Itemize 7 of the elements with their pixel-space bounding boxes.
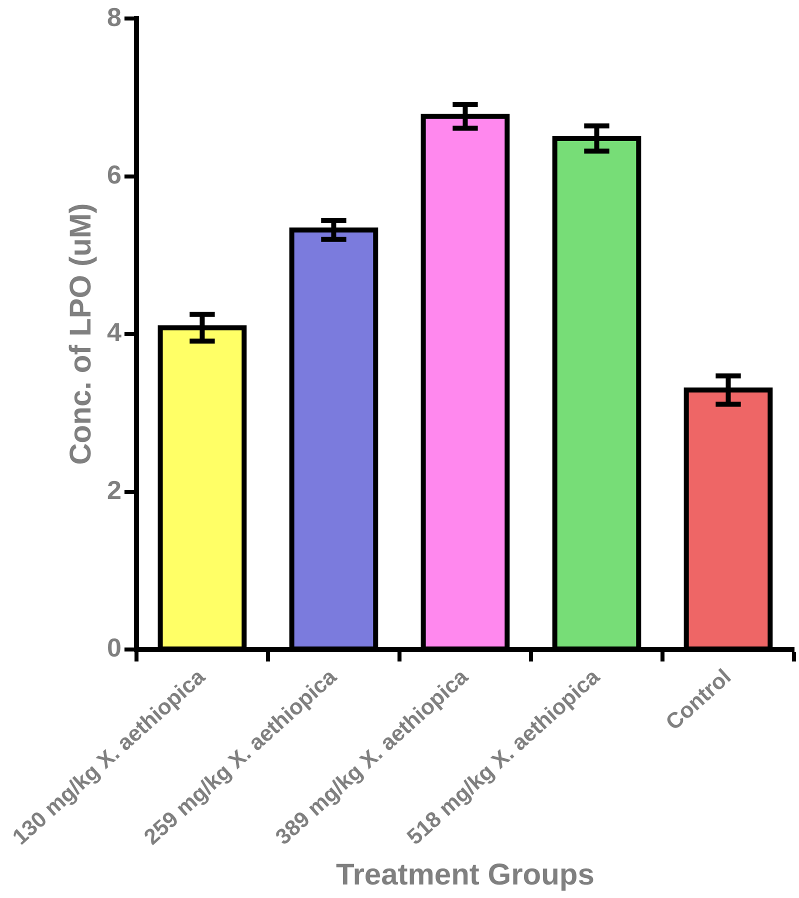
y-tick-label: 4 (106, 317, 122, 348)
y-axis-title: Conc. of LPO (uM) (64, 203, 98, 465)
y-tick-label: 6 (106, 159, 122, 190)
x-axis-title: Treatment Groups (336, 858, 594, 892)
y-tick-label: 8 (106, 2, 122, 32)
y-tick-label: 2 (106, 474, 122, 505)
y-tick-label: 0 (106, 632, 122, 663)
